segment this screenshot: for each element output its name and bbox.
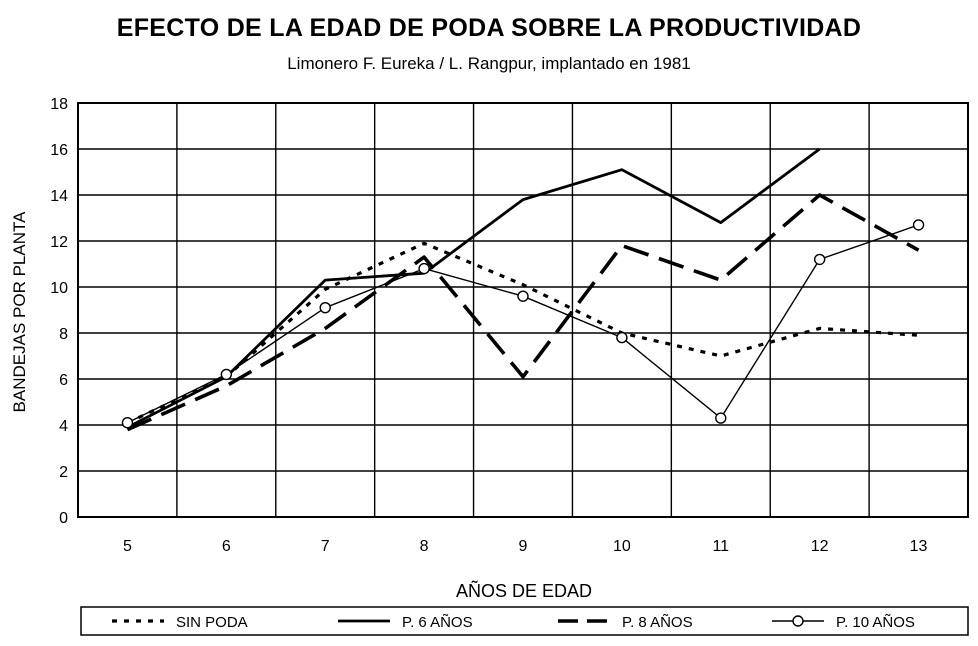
legend-item: P. 8 AÑOS xyxy=(558,614,693,631)
data-point xyxy=(813,253,826,266)
data-point xyxy=(715,412,727,424)
data-point xyxy=(121,417,134,429)
data-point xyxy=(912,219,925,231)
y-tick-label: 16 xyxy=(50,142,68,159)
x-tick-label: 7 xyxy=(321,538,330,555)
y-tick-label: 8 xyxy=(59,326,68,343)
y-tick-label: 0 xyxy=(59,510,68,527)
y-tick-labels: 0 2 4 6 8 10 12 14 16 18 xyxy=(50,96,68,527)
legend-label: P. 10 AÑOS xyxy=(836,614,915,631)
legend-label: P. 8 AÑOS xyxy=(622,614,693,631)
data-point xyxy=(517,290,529,302)
legend: SIN PODA P. 6 AÑOS P. 8 AÑOS P. 10 AÑOS xyxy=(80,606,969,636)
series-lines xyxy=(121,147,925,432)
x-tick-label: 5 xyxy=(123,538,132,555)
y-tick-label: 10 xyxy=(50,280,68,297)
y-tick-label: 4 xyxy=(59,418,68,435)
legend-marker xyxy=(792,615,804,627)
y-tick-label: 18 xyxy=(50,96,68,113)
x-axis-label: AÑOS DE EDAD xyxy=(456,580,592,601)
y-tick-label: 6 xyxy=(59,372,68,389)
data-point xyxy=(220,368,233,381)
grid xyxy=(77,102,969,518)
y-tick-label: 2 xyxy=(59,464,68,481)
series-line-sin-poda xyxy=(126,241,919,425)
x-tick-label: 12 xyxy=(811,538,829,555)
series-line-p-6-a-os xyxy=(126,147,821,429)
series-line-p-8-a-os xyxy=(126,193,920,432)
y-tick-label: 12 xyxy=(50,234,68,251)
x-tick-label: 8 xyxy=(420,538,429,555)
legend-label: SIN PODA xyxy=(176,614,248,631)
data-point xyxy=(418,262,430,275)
plot-frame xyxy=(77,102,969,518)
data-point xyxy=(616,331,628,344)
x-tick-label: 13 xyxy=(910,538,928,555)
x-tick-label: 9 xyxy=(519,538,528,555)
x-tick-labels: 5 6 7 8 9 10 11 12 13 xyxy=(123,538,928,555)
legend-item: SIN PODA xyxy=(112,614,248,631)
chart-subtitle: Limonero F. Eureka / L. Rangpur, implant… xyxy=(287,54,691,73)
series-line-p-10-a-os xyxy=(127,224,919,424)
x-tick-label: 6 xyxy=(222,538,231,555)
chart-title: EFECTO DE LA EDAD DE PODA SOBRE LA PRODU… xyxy=(116,14,862,42)
x-tick-label: 11 xyxy=(712,538,729,555)
data-point xyxy=(319,302,331,314)
legend-item: P. 10 AÑOS xyxy=(772,614,915,631)
legend-label: P. 6 AÑOS xyxy=(402,614,473,631)
legend-item: P. 6 AÑOS xyxy=(338,614,473,631)
y-axis-label: BANDEJAS POR PLANTA xyxy=(10,211,29,413)
x-tick-label: 10 xyxy=(613,538,631,555)
y-tick-label: 14 xyxy=(50,188,68,205)
